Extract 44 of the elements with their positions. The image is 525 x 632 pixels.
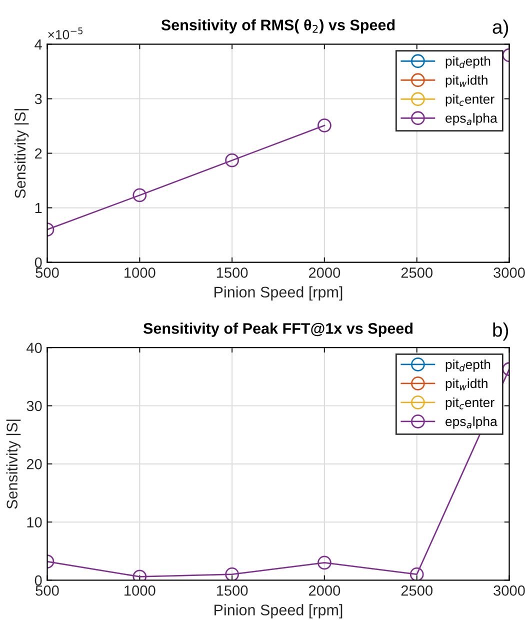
legend-label: pit$_{d}$epth [446, 56, 490, 68]
legend-label: pit$_{c}$enter [446, 397, 494, 410]
y-tick-label: 20 [26, 458, 42, 470]
y-tick-label: 4 [34, 39, 42, 50]
text: a) [492, 20, 508, 38]
x-tick-label: 3000 [494, 585, 525, 596]
x-tick-label: 3000 [494, 268, 525, 278]
x-tick-label: 500 [36, 268, 59, 278]
x-tick-label: 2000 [308, 585, 340, 596]
y-tick-label: 3 [34, 94, 42, 104]
x-tick-label: 1000 [124, 268, 156, 278]
x-tick-label: 500 [36, 585, 59, 596]
legend-label: eps$_{a}$lpha [446, 113, 498, 126]
point [225, 567, 239, 580]
y-tick-label: 30 [26, 400, 42, 412]
x-tick-label: 1000 [124, 585, 156, 596]
chart-title: Sensitivity of Peak FFT@1x vs Speed [143, 322, 412, 337]
legend-label: pit$_{w}$idth [446, 378, 488, 391]
text: b) [493, 322, 508, 341]
text: ×10$^{−5}$ [48, 27, 83, 40]
y-tick-label: 0 [34, 575, 42, 586]
legend-label: pit$_{c}$enter [446, 94, 494, 106]
point [318, 118, 332, 132]
point [225, 153, 239, 168]
y-tick-label: 2 [35, 148, 42, 159]
chart-title: Sensitivity of RMS( θ$_{2}$) vs Speed [161, 19, 395, 34]
x-tick-label: 2500 [401, 268, 432, 278]
y-tick-label: 40 [26, 342, 42, 354]
y-tick-label: 0 [34, 257, 42, 268]
legend-label: eps$_{a}$lpha [446, 416, 498, 429]
x-tick-label: 2500 [401, 585, 432, 596]
legend-label: pit$_{d}$epth [446, 359, 490, 372]
y-axis-title: Sensitivity |S| [6, 420, 21, 509]
x-axis-title: Pinion Speed [rpm] [214, 604, 342, 618]
y-tick-label: 10 [27, 517, 42, 528]
x-tick-label: 1500 [216, 268, 248, 278]
y-tick-label: 1 [35, 203, 42, 214]
x-tick-label: 2000 [308, 268, 340, 278]
point [318, 556, 332, 570]
legend-label: pit$_{w}$idth [446, 75, 488, 88]
point [132, 188, 147, 202]
y-axis-title: Sensitivity |S| [14, 109, 29, 198]
x-axis-title: Pinion Speed [rpm] [214, 286, 342, 301]
x-tick-label: 1500 [216, 585, 248, 596]
